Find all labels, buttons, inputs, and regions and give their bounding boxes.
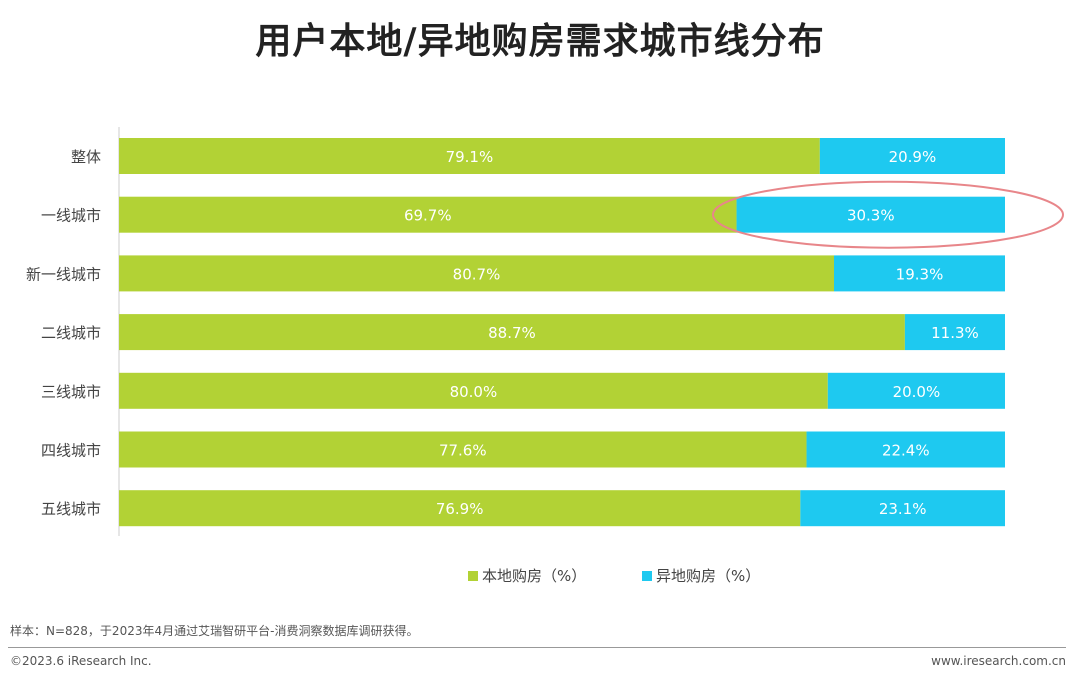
bar-local xyxy=(119,490,801,527)
data-label-local: 88.7% xyxy=(488,324,536,342)
copyright: ©2023.6 iResearch Inc. xyxy=(10,654,152,668)
data-label-remote: 11.3% xyxy=(931,324,979,342)
category-label: 一线城市 xyxy=(41,207,101,225)
legend-swatch-remote xyxy=(642,570,652,581)
data-label-remote: 22.4% xyxy=(882,442,930,460)
data-label-remote: 30.3% xyxy=(847,207,895,225)
data-label-local: 80.0% xyxy=(450,383,498,401)
data-label-local: 80.7% xyxy=(453,265,501,283)
bar-remote xyxy=(904,314,1005,351)
category-label: 整体 xyxy=(71,148,101,166)
legend-label-remote: 异地购房（%） xyxy=(656,567,761,585)
bar-local xyxy=(119,196,737,233)
category-label: 二线城市 xyxy=(41,324,101,342)
data-label-remote: 20.0% xyxy=(893,383,941,401)
bar-remote xyxy=(806,431,1005,468)
legend-swatch-local xyxy=(468,570,478,581)
footer-divider xyxy=(8,647,1066,648)
sample-note: 样本：N=828，于2023年4月通过艾瑞智研平台-消费洞察数据库调研获得。 xyxy=(10,624,419,638)
bar-remote xyxy=(736,196,1005,233)
data-label-remote: 19.3% xyxy=(896,265,944,283)
chart-title: 用户本地/异地购房需求城市线分布 xyxy=(255,21,825,62)
data-label-local: 79.1% xyxy=(446,148,494,166)
category-label: 四线城市 xyxy=(41,442,101,460)
bar-remote xyxy=(834,255,1005,292)
data-label-local: 69.7% xyxy=(404,207,452,225)
category-label: 五线城市 xyxy=(41,500,101,518)
bar-remote xyxy=(800,490,1005,527)
bar-local xyxy=(119,372,828,409)
data-label-remote: 20.9% xyxy=(889,148,937,166)
bar-local xyxy=(119,314,905,351)
website-link[interactable]: www.iresearch.com.cn xyxy=(931,654,1066,668)
legend-item-local: 本地购房（%） xyxy=(468,565,586,586)
data-label-local: 77.6% xyxy=(439,442,487,460)
data-label-remote: 23.1% xyxy=(879,500,927,518)
legend-item-remote: 异地购房（%） xyxy=(642,565,760,586)
bar-remote xyxy=(827,372,1005,409)
legend-label-local: 本地购房（%） xyxy=(482,567,587,585)
bar-local xyxy=(119,255,835,292)
data-label-local: 76.9% xyxy=(436,500,484,518)
bar-local xyxy=(119,431,807,468)
category-label: 新一线城市 xyxy=(26,265,101,283)
highlight-ellipse xyxy=(712,180,1064,249)
bar-local xyxy=(119,138,820,174)
category-label: 三线城市 xyxy=(41,383,101,401)
bar-remote xyxy=(819,138,1005,174)
